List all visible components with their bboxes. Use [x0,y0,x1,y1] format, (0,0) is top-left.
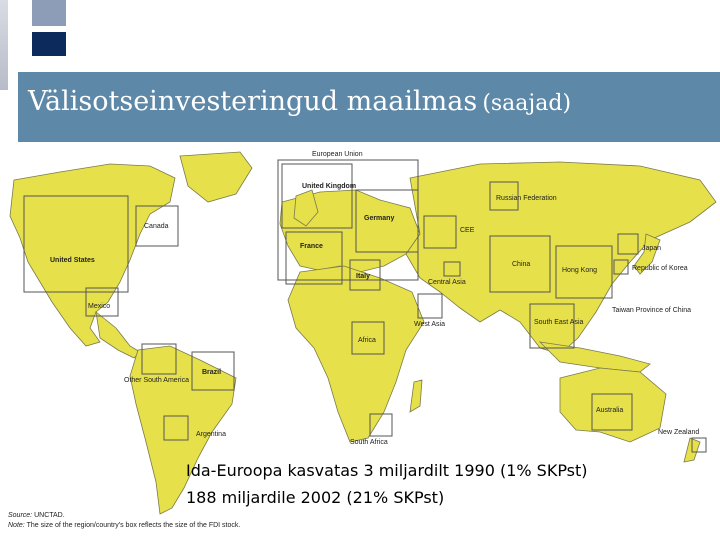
germany-box [355,189,419,253]
brazil-box [191,351,235,391]
label-south-africa: South Africa [350,439,388,446]
cee-box [423,215,457,249]
north-america-shape [9,163,176,347]
title-bar [18,72,720,142]
label-brazil: Brazil [202,369,221,376]
africa-box [351,321,385,355]
south-america-shape [129,345,237,515]
label-japan: Japan [642,245,661,252]
source-label: Source: [8,512,33,519]
source-value: UNCTAD. [34,512,65,519]
other-sa-box [141,343,177,375]
russia-box [489,181,519,211]
south-east-asia-box [529,303,575,349]
label-africa: Africa [358,337,376,344]
fdi-boxes [23,159,707,453]
caption-line-2: 188 miljardile 2002 (21% SKPst) [186,488,445,507]
west-asia-box [417,293,443,319]
label-other-sa: Other South America [124,377,189,384]
argentina-box [163,415,189,441]
label-china: China [512,261,530,268]
caption-text: Ida-Euroopa kasvatas 3 miljardilt 1990 (… [186,457,588,511]
china-box [489,235,551,293]
british-isles-shape [293,189,319,227]
new-zealand-box [691,437,707,453]
mexico-box [85,287,119,317]
indonesia-shape [538,341,651,373]
label-italy: Italy [356,273,370,280]
decorative-side-bar [0,0,8,90]
note-value: The size of the region/country's box ref… [26,522,241,529]
label-hongkong: Hong Kong [562,267,597,274]
label-argentina: Argentina [196,431,226,438]
decorative-square-dark [32,32,66,56]
label-mexico: Mexico [88,303,110,310]
australia-box [591,393,633,431]
decorative-square-light [32,0,66,26]
label-central-asia: Central Asia [428,279,466,286]
france-box [285,231,343,285]
uk-box [281,163,353,229]
label-south-east-asia: South East Asia [534,319,584,326]
south-africa-box [369,413,393,437]
hongkong-box [555,245,613,299]
madagascar-shape [409,379,423,413]
map-labels: European Union United Kingdom Germany Fr… [50,151,699,446]
label-eu: European Union [312,151,363,158]
korea-box [613,259,629,275]
usa-box [23,195,129,293]
label-france: France [300,243,323,250]
label-germany: Germany [364,215,394,222]
asia-shape [405,161,717,355]
slide-title-sub: (saajad) [482,91,572,116]
greenland-shape [179,151,253,203]
label-usa: United States [50,257,95,264]
australia-shape [559,367,667,443]
label-australia: Australia [596,407,623,414]
note-label: Note: [8,522,25,529]
label-russia: Russian Federation [496,195,557,202]
central-america-shape [95,311,141,359]
label-korea: Republic of Korea [632,265,688,272]
slide-title: Välisotseinvesteringud maailmas (saajad) [28,86,571,117]
caption-line-1: Ida-Euroopa kasvatas 3 miljardilt 1990 (… [186,461,588,480]
world-fdi-map: European Union United Kingdom Germany Fr… [9,151,717,515]
label-canada: Canada [144,223,169,230]
label-uk: United Kingdom [302,183,356,190]
source-note: Source: UNCTAD. Note: The size of the re… [8,511,240,531]
label-taiwan: Taiwan Province of China [612,307,691,314]
note-line: Note: The size of the region/country's b… [8,521,240,531]
italy-box [349,259,381,291]
label-west-asia: West Asia [414,321,445,328]
central-asia-box [443,261,461,277]
japan-box [617,233,639,255]
canada-box [135,205,179,247]
slide-title-main: Välisotseinvesteringud maailmas [28,86,478,117]
label-new-zealand: New Zealand [658,429,699,436]
japan-shape [633,233,661,275]
label-cee: CEE [460,227,475,234]
source-line: Source: UNCTAD. [8,511,240,521]
